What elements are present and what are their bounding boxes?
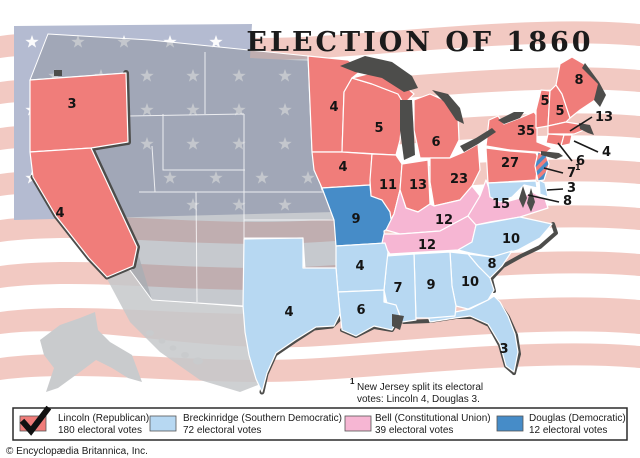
votes-mississippi: 7 — [393, 281, 402, 296]
footnote-line1: New Jersey split its electoral — [357, 382, 483, 393]
votes-michigan: 6 — [431, 135, 440, 150]
votes-vermont: 5 — [540, 94, 549, 109]
votes-arkansas: 4 — [355, 259, 364, 274]
state-oregon — [29, 72, 129, 153]
chesapeake-bay — [519, 186, 527, 208]
legend: Lincoln (Republican) 180 electoral votes… — [12, 405, 628, 441]
votes-maine: 8 — [574, 73, 583, 88]
votes-illinois: 11 — [379, 178, 397, 193]
footnote: 1 New Jersey split its electoral votes: … — [350, 377, 483, 405]
votes-georgia: 10 — [461, 275, 479, 290]
legend-candidate-lincoln: Lincoln (Republican) — [58, 413, 149, 424]
callout-line-maryland — [527, 194, 560, 203]
votes-indiana: 13 — [409, 178, 427, 193]
legend-swatch-douglas — [496, 415, 524, 432]
votes-california: 4 — [55, 206, 64, 221]
votes-missouri: 9 — [351, 212, 360, 227]
callout-line-massachusetts — [569, 116, 593, 132]
legend-candidate-bell: Bell (Constitutional Union) — [375, 413, 491, 424]
territory-borders — [127, 52, 334, 303]
lake-erie — [460, 128, 496, 152]
votes-north-carolina: 10 — [502, 232, 520, 247]
state-north-carolina — [457, 216, 553, 258]
votes-louisiana: 6 — [356, 303, 365, 318]
page-title: ELECTION OF 1860 — [246, 27, 593, 58]
state-rhode-island — [560, 134, 573, 147]
vote-labels: 3 4 4 5 6 4 11 13 23 27 35 5 5 8 9 12 12… — [55, 73, 613, 357]
hawaii-islands — [146, 330, 203, 365]
votes-minnesota: 4 — [329, 100, 338, 115]
great-lakes — [340, 56, 524, 160]
votes-new-york: 35 — [517, 124, 535, 139]
votes-south-carolina: 8 — [487, 257, 496, 272]
votes-massachusetts: 13 — [595, 110, 613, 125]
legend-votes-lincoln: 180 electoral votes — [58, 425, 142, 436]
votes-virginia: 15 — [492, 197, 510, 212]
callout-line-rhode-island — [573, 140, 599, 153]
callout-line-new-jersey — [543, 167, 564, 174]
votes-iowa: 4 — [338, 160, 347, 175]
votes-alabama: 9 — [426, 278, 435, 293]
alaska-landmass — [40, 312, 142, 392]
state-california — [29, 147, 138, 278]
votes-new-hampshire: 5 — [555, 104, 564, 119]
cape-cod — [579, 123, 594, 135]
state-louisiana — [337, 289, 401, 337]
state-delaware — [538, 179, 549, 198]
mississippi-delta — [392, 314, 404, 330]
legend-candidate-douglas: Douglas (Democratic) — [529, 413, 626, 424]
callout-line-connecticut — [557, 142, 573, 162]
votes-oregon: 3 — [67, 97, 76, 112]
votes-delaware: 3 — [567, 181, 576, 196]
lake-superior — [340, 56, 418, 92]
footnote-line2: votes: Lincoln 4, Douglas 3. — [357, 394, 480, 405]
legend-votes-breckinridge: 72 electoral votes — [183, 425, 261, 436]
votes-new-jersey: 7 — [567, 166, 576, 181]
legend-candidate-breckinridge: Breckinridge (Southern Democratic) — [183, 413, 342, 424]
lake-huron — [432, 90, 464, 124]
long-island — [541, 151, 563, 159]
votes-texas: 4 — [284, 305, 293, 320]
callout-line-delaware — [546, 188, 564, 191]
legend-votes-douglas: 12 electoral votes — [529, 425, 607, 436]
state-texas — [242, 237, 341, 393]
lake-ontario — [498, 112, 524, 124]
footnote-marker: 1 — [350, 377, 355, 386]
delmarva-shore — [527, 188, 535, 212]
votes-new-jersey-footnote-marker: 1 — [575, 163, 581, 172]
winner-check-icon — [19, 405, 52, 436]
states-layer — [29, 55, 605, 393]
votes-kentucky: 12 — [435, 213, 453, 228]
lake-michigan — [400, 100, 415, 160]
votes-florida: 3 — [499, 342, 508, 357]
atlantic-details — [392, 63, 606, 330]
votes-rhode-island: 4 — [602, 145, 611, 160]
legend-votes-bell: 39 electoral votes — [375, 425, 453, 436]
votes-tennessee: 12 — [418, 238, 436, 253]
votes-pennsylvania: 27 — [501, 156, 519, 171]
votes-wisconsin: 5 — [374, 121, 383, 136]
legend-swatch-bell — [344, 415, 372, 432]
votes-connecticut: 6 — [576, 154, 585, 169]
votes-ohio: 23 — [450, 172, 468, 187]
legend-box — [12, 407, 628, 441]
callout-lines — [527, 116, 599, 203]
legend-swatch-breckinridge — [149, 415, 177, 432]
state-maryland — [487, 180, 538, 203]
maine-coast — [582, 63, 606, 107]
copyright-notice: © Encyclopædia Britannica, Inc. — [6, 446, 148, 457]
votes-maryland: 8 — [563, 194, 572, 209]
